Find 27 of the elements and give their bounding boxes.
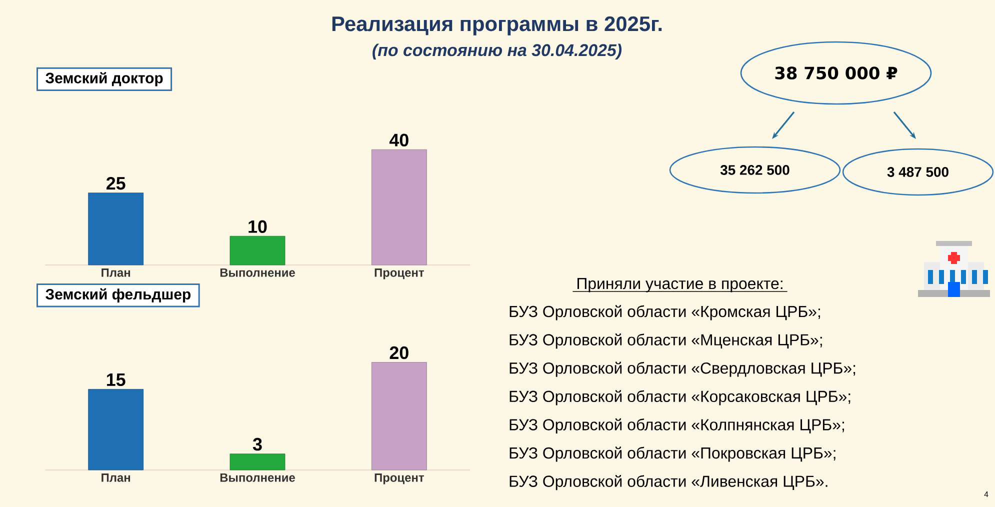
data-label: 10 [248, 220, 267, 233]
data-label: 3 [252, 438, 262, 451]
text: БУЗ Орловской области «Корсаковская ЦРБ»; [510, 390, 850, 406]
data-label: 40 [389, 134, 408, 146]
text: БУЗ Орловской области «Свердловская ЦРБ»; [510, 362, 856, 377]
text: БУЗ Орловской области «Ливенская ЦРБ». [510, 474, 828, 490]
x-tick-label: Процент [374, 474, 424, 484]
text: БУЗ Орловской области «Колпнянская ЦРБ»; [510, 418, 844, 434]
data-label: 25 [106, 176, 126, 190]
text: БУЗ Орловской области «Покровская ЦРБ»; [510, 446, 836, 462]
x-tick-label: План [102, 474, 130, 482]
chart-title: Земский фельдшер [46, 288, 190, 302]
text: Реализация программы в 2025г. [332, 16, 662, 36]
chart-title: Земский доктор [46, 72, 163, 86]
text: БУЗ Орловской области «Кромская ЦРБ»; [510, 305, 820, 320]
x-tick-label: Выполнение [220, 268, 295, 277]
text: Приняли участие в проекте: [578, 278, 782, 292]
text: 35 262 500 [720, 165, 790, 175]
x-tick-label: Выполнение [220, 474, 295, 482]
text: БУЗ Орловской области «Мценская ЦРБ»; [510, 333, 822, 349]
text: (по состоянию на 30.04.2025) [372, 44, 622, 60]
data-label: 15 [106, 374, 126, 386]
data-label: 20 [390, 346, 408, 360]
x-tick-label: Процент [374, 268, 424, 280]
x-tick-label: План [102, 268, 130, 277]
text: 3 487 500 [887, 167, 948, 177]
text: 38 750 000 ₽ [775, 66, 898, 80]
